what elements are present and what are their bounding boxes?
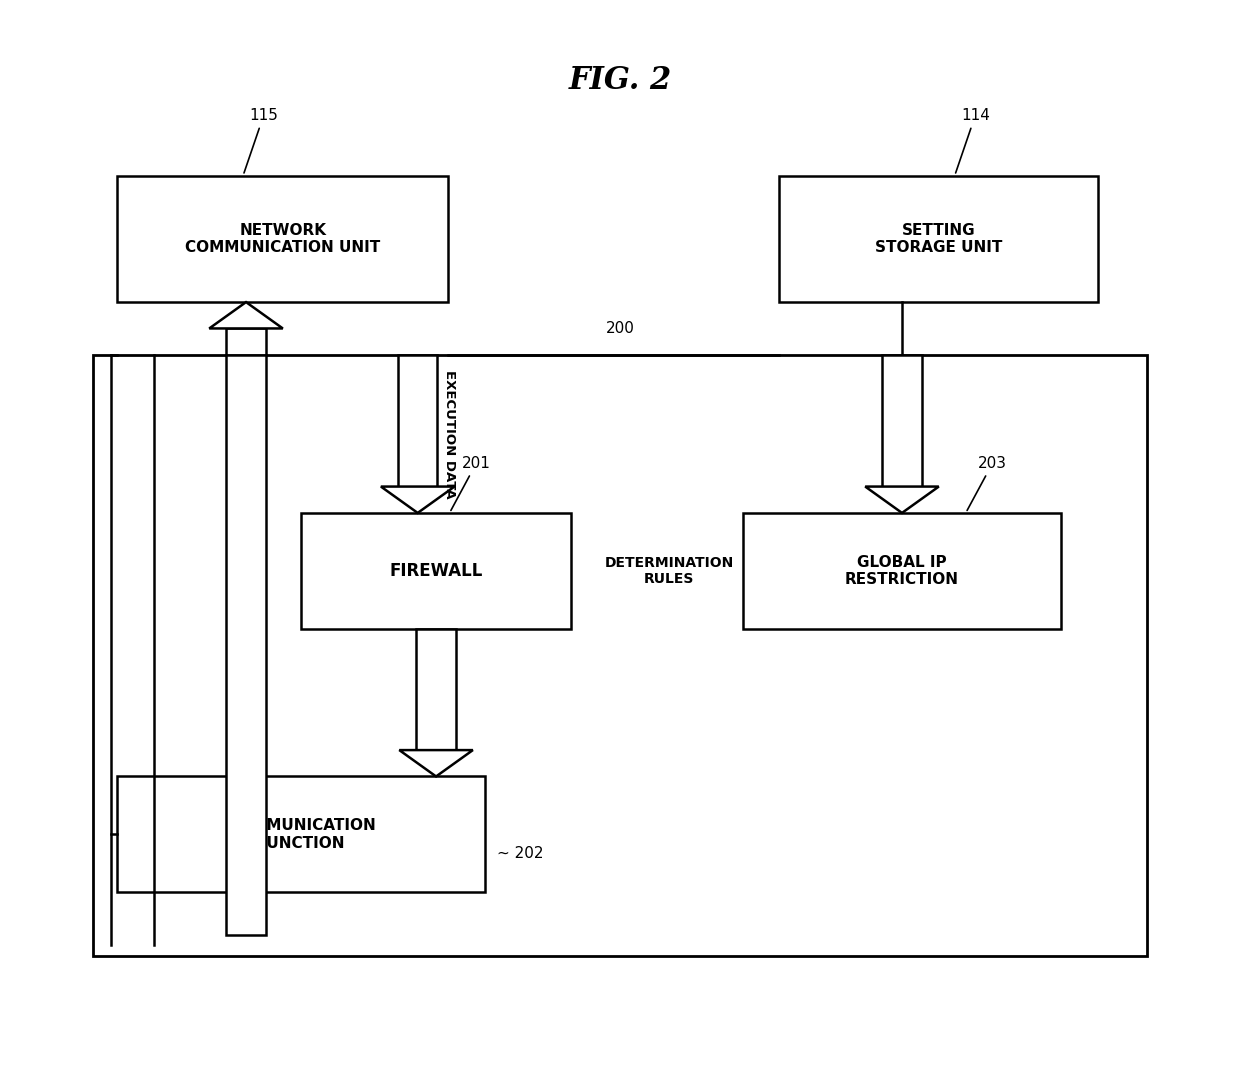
Polygon shape bbox=[210, 302, 283, 329]
Text: FIG. 2: FIG. 2 bbox=[568, 65, 672, 96]
Text: EXECUTION DATA: EXECUTION DATA bbox=[444, 370, 456, 498]
Bar bbox=[398, 355, 438, 487]
Polygon shape bbox=[866, 487, 939, 513]
Bar bbox=[227, 329, 265, 355]
Bar bbox=[301, 513, 570, 629]
Polygon shape bbox=[528, 519, 743, 623]
Polygon shape bbox=[399, 750, 472, 776]
Bar bbox=[743, 513, 1061, 629]
Text: FIREWALL: FIREWALL bbox=[389, 562, 482, 580]
Text: NETWORK
COMMUNICATION UNIT: NETWORK COMMUNICATION UNIT bbox=[185, 222, 381, 255]
Bar bbox=[780, 175, 1099, 302]
Polygon shape bbox=[381, 487, 455, 513]
Text: 200: 200 bbox=[605, 320, 635, 335]
Bar bbox=[93, 355, 1147, 956]
Bar bbox=[417, 629, 456, 750]
Text: GLOBAL IP
RESTRICTION: GLOBAL IP RESTRICTION bbox=[844, 554, 959, 587]
Bar bbox=[883, 355, 921, 487]
Bar bbox=[227, 355, 265, 934]
Text: ~ 202: ~ 202 bbox=[497, 846, 544, 861]
Text: DETERMINATION
RULES: DETERMINATION RULES bbox=[604, 555, 734, 586]
Text: 114: 114 bbox=[956, 108, 990, 173]
Bar bbox=[118, 175, 449, 302]
Text: SETTING
STORAGE UNIT: SETTING STORAGE UNIT bbox=[875, 222, 1002, 255]
Text: 201: 201 bbox=[451, 456, 491, 511]
Text: 203: 203 bbox=[967, 456, 1007, 511]
Text: 115: 115 bbox=[244, 108, 278, 173]
Text: COMMUNICATION
FUNCTION: COMMUNICATION FUNCTION bbox=[227, 818, 376, 850]
Bar bbox=[118, 776, 485, 893]
